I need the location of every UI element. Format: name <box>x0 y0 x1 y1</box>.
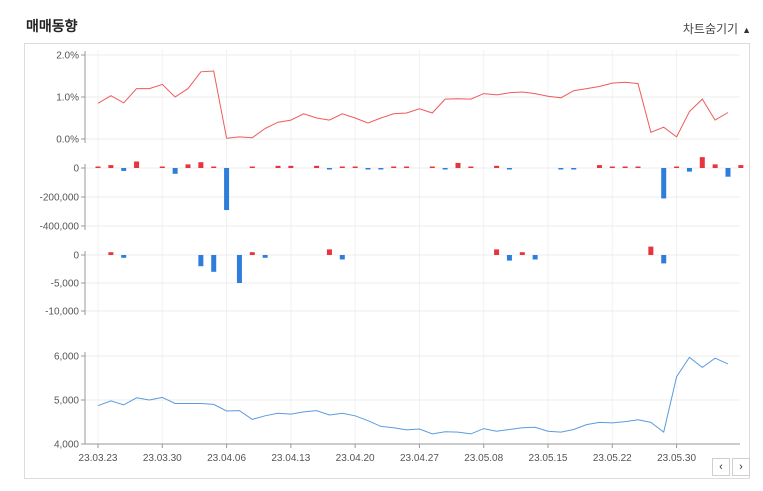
bar <box>404 166 410 168</box>
chart-frame <box>24 43 750 479</box>
bar <box>134 161 140 168</box>
x-tick-label: 23.03.30 <box>143 453 182 464</box>
y-tick-label: -400,000 <box>40 222 80 233</box>
y-tick-label: 4,000 <box>54 440 79 451</box>
y-tick-label: 0 <box>73 164 79 175</box>
bar <box>609 166 615 168</box>
bar <box>326 249 332 255</box>
x-tick-label: 23.04.06 <box>207 453 246 464</box>
bar <box>108 252 114 255</box>
bar <box>648 246 654 255</box>
bar <box>455 162 461 168</box>
x-tick-label: 23.04.27 <box>400 453 439 464</box>
bar <box>738 165 744 168</box>
bar <box>211 255 217 272</box>
bar <box>571 168 577 170</box>
bar <box>108 165 114 168</box>
bar <box>506 168 512 170</box>
bar <box>532 255 538 260</box>
bar <box>442 168 448 170</box>
bar <box>262 255 268 258</box>
bar <box>674 166 680 168</box>
y-tick-label: 6,000 <box>54 352 79 363</box>
bar <box>326 168 332 170</box>
y-tick-label: 2.0% <box>56 51 79 62</box>
y-tick-label: -5,000 <box>51 279 80 290</box>
x-tick-label: 23.05.08 <box>464 453 503 464</box>
bar <box>725 168 731 177</box>
y-tick-label: -200,000 <box>40 193 80 204</box>
section-title: 매매동향 <box>26 18 78 34</box>
bar <box>596 165 602 168</box>
bar <box>236 255 242 283</box>
bar <box>519 252 525 255</box>
bar <box>314 165 320 168</box>
triangle-up-icon: ▲ <box>742 25 751 35</box>
series-line <box>97 356 729 435</box>
bar <box>686 168 692 172</box>
bar <box>185 164 191 168</box>
bar <box>339 255 345 260</box>
bar <box>635 166 641 168</box>
bar <box>468 166 474 168</box>
bar <box>391 166 397 168</box>
bar <box>249 252 255 255</box>
x-tick-label: 23.04.13 <box>271 453 310 464</box>
bar <box>172 168 178 174</box>
bar <box>429 166 435 168</box>
bar <box>339 166 345 168</box>
x-tick-label: 23.03.23 <box>79 453 118 464</box>
bar <box>211 166 217 168</box>
bar <box>712 164 718 168</box>
bar <box>224 168 230 211</box>
bar <box>558 168 564 170</box>
bar <box>121 255 127 258</box>
bar <box>661 168 667 199</box>
bar <box>352 166 358 168</box>
hide-chart-label: 차트숨기기 <box>682 22 739 36</box>
bar <box>275 165 281 168</box>
x-tick-label: 23.05.15 <box>529 453 568 464</box>
bar <box>198 255 204 267</box>
bar <box>506 255 512 261</box>
bar <box>494 165 500 168</box>
x-tick-label: 23.05.30 <box>657 453 696 464</box>
bar <box>378 168 384 170</box>
y-tick-label: 1.0% <box>56 93 79 104</box>
y-tick-label: 0 <box>73 251 79 262</box>
bar <box>159 166 165 168</box>
prev-page-button[interactable]: ‹ <box>712 458 730 476</box>
hide-chart-toggle[interactable]: 차트숨기기 ▲ <box>683 20 751 37</box>
bar <box>249 166 255 168</box>
y-tick-label: 0.0% <box>56 135 79 146</box>
x-tick-label: 23.05.22 <box>593 453 632 464</box>
bar <box>95 166 101 168</box>
bar <box>121 168 127 171</box>
bar <box>622 166 628 168</box>
y-tick-label: -10,000 <box>45 307 79 318</box>
bar <box>288 165 294 168</box>
bar <box>494 249 500 255</box>
y-tick-label: 5,000 <box>54 396 79 407</box>
bar <box>699 157 705 168</box>
series-line <box>97 70 729 139</box>
bar <box>661 255 667 264</box>
bar <box>198 162 204 168</box>
x-tick-label: 23.04.20 <box>336 453 375 464</box>
next-page-button[interactable]: › <box>732 458 750 476</box>
bar <box>365 168 371 170</box>
